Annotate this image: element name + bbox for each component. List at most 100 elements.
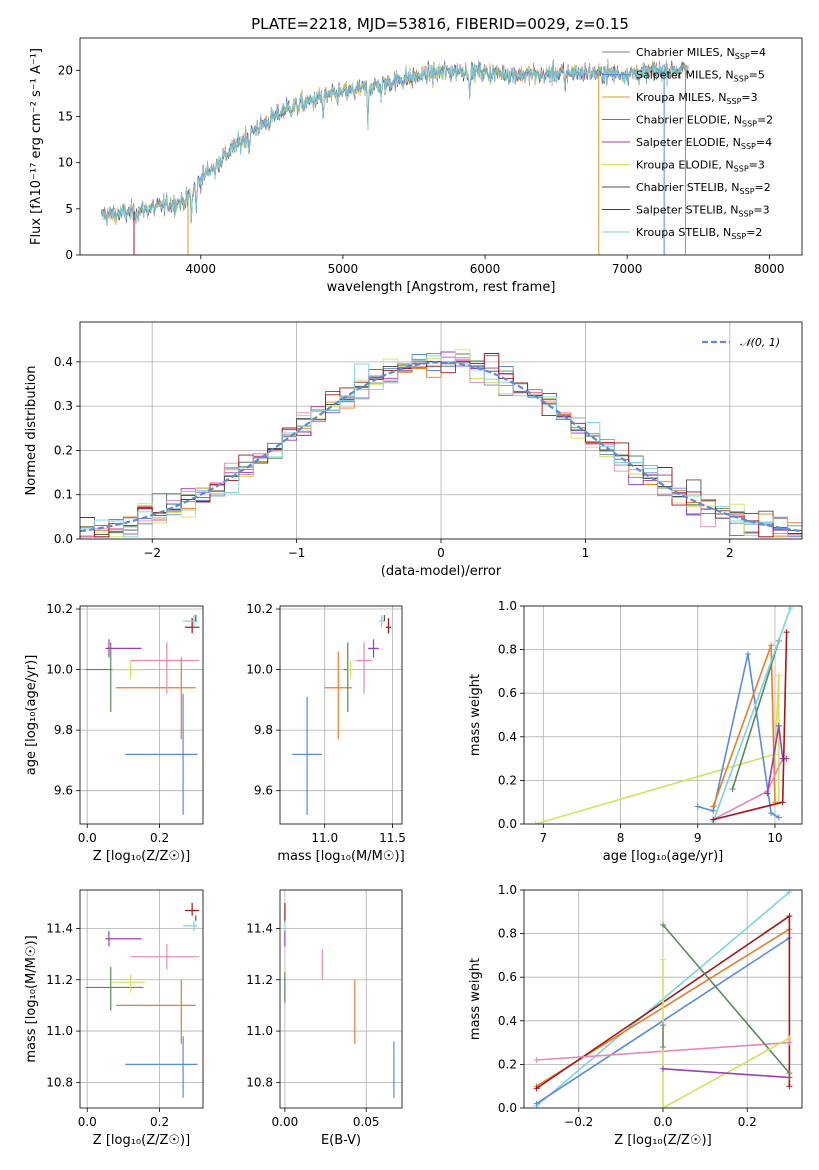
y-axis-label: mass [log₁₀(M/M☉)]	[24, 935, 39, 1062]
mass-weight-series-line	[731, 640, 780, 790]
x-tick-label: 5000	[328, 262, 359, 276]
legend-entry-sub: SSP	[742, 120, 757, 129]
legend-entry: Kroupa ELODIE, NSSP=3	[636, 159, 765, 174]
legend-entry: Kroupa MILES, NSSP=3	[636, 91, 758, 106]
y-tick-label: 9.6	[54, 784, 73, 798]
figure-title: PLATE=2218, MJD=53816, FIBERID=0029, z=0…	[251, 15, 629, 33]
mass-weight-point	[768, 642, 775, 649]
legend-entry: Salpeter MILES, NSSP=5	[636, 69, 765, 84]
y-tick-label: 10.0	[46, 663, 73, 677]
x-axis-label: Z [log₁₀(Z/Z☉)]	[614, 1133, 711, 1148]
mass-weight-point	[694, 803, 701, 810]
y-tick-label: 0.1	[54, 488, 73, 502]
y-tick-label: 0.4	[498, 1014, 517, 1028]
axes-frame	[279, 605, 403, 825]
mass-weight-series-line	[712, 607, 792, 823]
axes-age-vs-mass: 11.0 11.5 9.6 9.8 10.0 10.2 mass [log₁₀(M/M☉)]	[246, 602, 406, 864]
legend-entry-name: Kroupa STELIB, N	[636, 226, 731, 239]
legend-entry-name: Kroupa ELODIE, N	[636, 159, 734, 172]
y-axis-label: age [log₁₀(age/yr)]	[24, 655, 39, 776]
mass-weight-point	[786, 1083, 793, 1090]
y-tick-label: 0.2	[498, 1057, 517, 1071]
y-tick-label: 9.8	[254, 723, 273, 737]
mass-weight-point	[729, 786, 736, 793]
y-tick-label: 10.0	[246, 663, 273, 677]
axes-frame	[79, 37, 803, 256]
axes-mass-weight-vs-age: 7 8 9 10 0.0 0.2 0.4 0.6 0.8 1.0 age [log₁₀(age/yr…	[468, 599, 803, 864]
x-tick-label: 8000	[754, 262, 785, 276]
mass-weight-point	[775, 722, 782, 729]
y-tick-label: 1.0	[498, 599, 517, 613]
x-axis-label: (data-model)/error	[381, 564, 502, 579]
y-tick-label: 11.2	[246, 973, 273, 987]
x-tick-label: 7	[539, 831, 547, 845]
y-tick-label: 0.0	[54, 532, 73, 546]
x-tick-label: 0.0	[78, 1115, 97, 1129]
mass-weight-point	[786, 1035, 793, 1042]
y-tick-label: 0.8	[498, 643, 517, 657]
y-tick-label: 10.2	[246, 602, 273, 616]
mass-weight-point	[532, 821, 539, 824]
mass-weight-point	[710, 816, 717, 823]
x-tick-label: 0.2	[150, 1115, 169, 1129]
legend-entry-value: =3	[753, 204, 769, 217]
mass-weight-point	[533, 1100, 540, 1107]
legend-entry-value: =2	[757, 114, 773, 127]
legend-entry-name: Chabrier ELODIE, N	[636, 114, 742, 127]
x-tick-label: 0	[437, 546, 445, 560]
x-axis-label: age [log₁₀(age/yr)]	[603, 849, 724, 864]
y-tick-label: 0.0	[498, 1101, 517, 1115]
y-tick-label: 0.6	[498, 970, 517, 984]
mass-weight-point	[779, 799, 786, 806]
legend-entry: Chabrier ELODIE, NSSP=2	[636, 114, 773, 129]
y-tick-label: 0.4	[498, 730, 517, 744]
y-axis-label: Normed distribution	[24, 366, 39, 496]
plot-area-mass-weight-vs-age	[532, 606, 794, 824]
y-tick-label: 0.0	[498, 817, 517, 831]
legend-entry-sub: SSP	[734, 165, 749, 174]
legend-entry-name: Chabrier MILES, N	[636, 46, 735, 59]
axes-frame	[279, 889, 403, 1109]
mass-weight-point	[768, 810, 775, 817]
legend-entry-name: Salpeter STELIB, N	[636, 204, 738, 217]
legend-entry: Salpeter ELODIE, NSSP=4	[636, 136, 772, 151]
y-tick-label: 11.4	[246, 921, 273, 935]
mass-weight-point	[533, 1085, 540, 1092]
y-tick-label: 10.2	[46, 602, 73, 616]
y-tick-label: 9.8	[54, 723, 73, 737]
x-tick-label: 6000	[470, 262, 501, 276]
x-tick-label: 0.0	[78, 831, 97, 845]
x-tick-label: −1	[288, 546, 306, 560]
axes-frame	[523, 605, 803, 825]
plot-area-mass-vs-Z	[85, 902, 200, 1098]
y-tick-label: 0.2	[498, 773, 517, 787]
y-tick-label: 10	[58, 156, 73, 170]
x-axis-label: Z [log₁₀(Z/Z☉)]	[93, 1133, 190, 1148]
x-tick-label: 0.00	[272, 1115, 299, 1129]
mass-weight-point	[783, 755, 790, 762]
y-tick-label: 1.0	[498, 883, 517, 897]
legend-entry: Salpeter STELIB, NSSP=3	[636, 204, 770, 219]
y-tick-label: 0.2	[54, 443, 73, 457]
y-tick-label: 10.8	[46, 1075, 73, 1089]
plot-area-mass-weight-vs-Z	[533, 890, 793, 1108]
normal-curve	[80, 361, 802, 533]
x-tick-label: 4000	[186, 262, 217, 276]
mass-weight-point	[660, 1065, 666, 1072]
x-tick-label: 0.2	[738, 1115, 757, 1129]
legend-entry-value: =4	[750, 46, 766, 59]
y-tick-label: 20	[58, 63, 73, 77]
y-tick-label: 11.0	[246, 1024, 273, 1038]
mass-weight-point	[744, 650, 751, 657]
mass-weight-point	[786, 1074, 793, 1081]
legend-entry-sub: SSP	[740, 187, 755, 196]
y-tick-label: 0.6	[498, 686, 517, 700]
axes-frame	[79, 605, 204, 825]
mass-weight-series-line	[535, 675, 780, 824]
mass-weight-series-line	[662, 959, 790, 1108]
mass-weight-point	[660, 1043, 666, 1050]
y-tick-label: 10.8	[246, 1075, 273, 1089]
